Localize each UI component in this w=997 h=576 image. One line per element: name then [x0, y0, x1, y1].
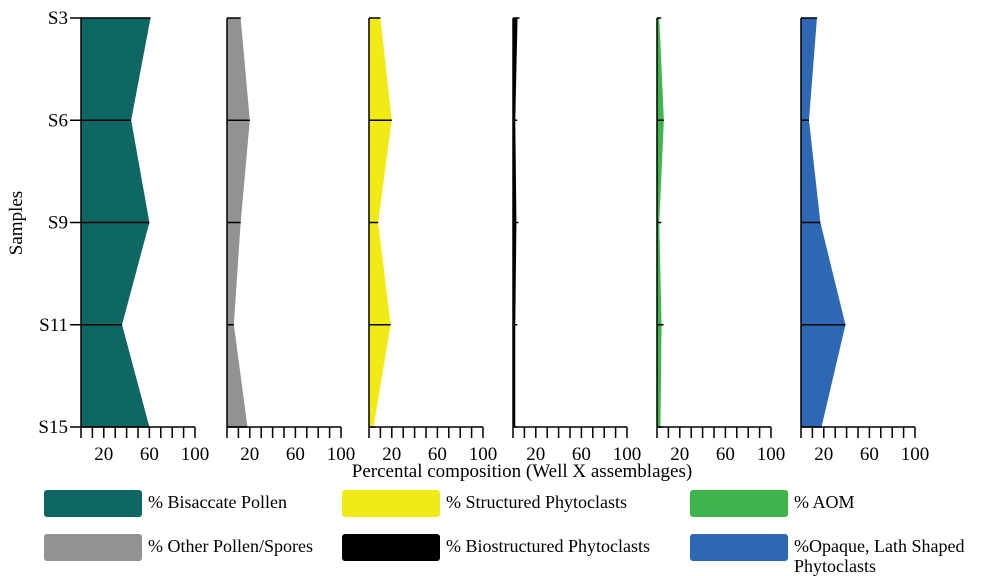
- x-tick-label-60: 60: [860, 444, 879, 465]
- x-tick-label-20: 20: [240, 444, 259, 465]
- x-tick-label-60: 60: [572, 444, 591, 465]
- y-tick-label-s11: S11: [39, 315, 68, 336]
- y-tick-label-s9: S9: [48, 213, 68, 234]
- x-tick-label-20: 20: [526, 444, 545, 465]
- x-tick-label-100: 100: [181, 444, 210, 465]
- x-tick-label-100: 100: [901, 444, 930, 465]
- x-tick-label-60: 60: [716, 444, 735, 465]
- x-tick-label-100: 100: [613, 444, 642, 465]
- y-tick-label-s15: S15: [38, 417, 68, 438]
- x-tick-label-20: 20: [382, 444, 401, 465]
- x-tick-label-20: 20: [94, 444, 113, 465]
- x-tick-label-100: 100: [757, 444, 786, 465]
- x-tick-label-60: 60: [428, 444, 447, 465]
- x-tick-label-20: 20: [814, 444, 833, 465]
- y-tick-label-s3: S3: [48, 8, 68, 29]
- y-axis-title: Samples: [6, 191, 27, 255]
- y-tick-label-s6: S6: [48, 110, 68, 131]
- x-tick-label-60: 60: [140, 444, 159, 465]
- x-tick-label-100: 100: [327, 444, 356, 465]
- x-tick-label-100: 100: [469, 444, 498, 465]
- x-axis-title: Percental composition (Well X assemblage…: [352, 461, 692, 482]
- x-tick-label-20: 20: [670, 444, 689, 465]
- x-tick-label-60: 60: [286, 444, 305, 465]
